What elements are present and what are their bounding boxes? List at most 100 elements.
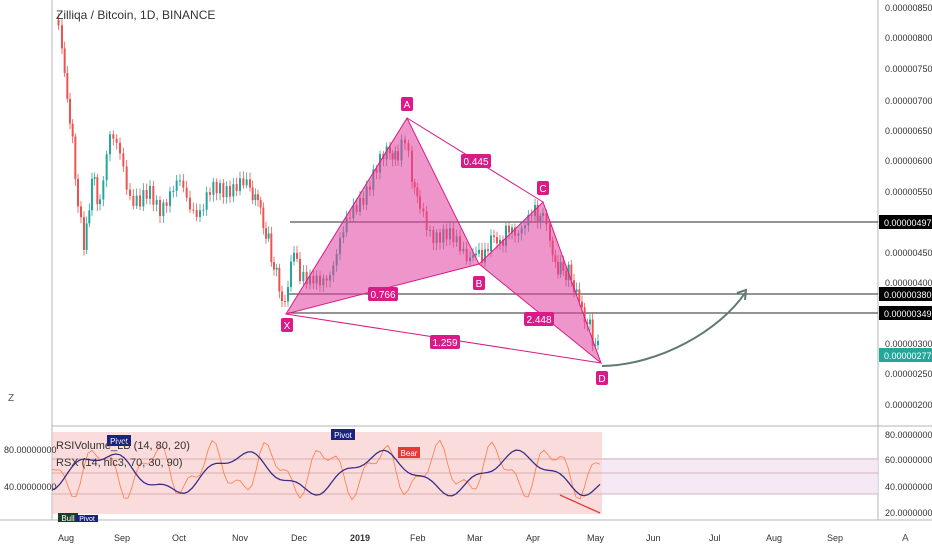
price-tick: 0.00000600 [885, 156, 932, 166]
candle-body [573, 280, 575, 292]
projection-arrow[interactable] [601, 292, 746, 367]
pattern-xab-triangle[interactable] [284, 116, 480, 315]
rsx-line [51, 449, 601, 497]
candle-body [235, 184, 238, 192]
point-x-label: X [284, 321, 291, 332]
ratio-labels: 0.766 0.445 2.448 1.259 [368, 154, 554, 349]
pivot-label-box-3 [76, 515, 98, 522]
price-tick: 0.00000400 [885, 278, 932, 288]
candle-body [189, 197, 191, 210]
candle-body [215, 181, 218, 194]
point-d-label-box [596, 371, 608, 385]
candle-body [270, 233, 273, 263]
candle-body [284, 301, 286, 303]
candle-body [77, 178, 79, 207]
time-tick: Aug [766, 533, 782, 543]
time-tick: Aug [58, 533, 74, 543]
candle-body [152, 185, 155, 205]
candle-body [281, 291, 283, 302]
time-tick: Sep [827, 533, 843, 543]
candle-body [195, 210, 198, 218]
candle-body [496, 237, 498, 244]
candle-body [80, 206, 82, 218]
bull-label-box [58, 513, 78, 522]
pattern-point-labels: X A B C D [281, 97, 608, 385]
price-tick: 0.00000550 [885, 187, 932, 197]
timezone-toggle-left[interactable]: Z [8, 393, 15, 404]
indicator-right-tick: 20.00000000 [885, 508, 932, 518]
indicator-rsx-label[interactable]: RSX (14, hlc3, 70, 30, 90) [56, 457, 183, 469]
price-tag-box-current [879, 348, 932, 362]
candle-body [199, 210, 201, 218]
rsivolume-line [51, 439, 601, 501]
candle-body [575, 289, 578, 292]
indicator-rsivolume-label[interactable]: RSIVolume_LB (14, 80, 20) [56, 440, 190, 452]
candle-body [583, 307, 586, 323]
time-tick: Dec [291, 533, 308, 543]
point-b-label: B [476, 279, 483, 290]
candle-body [102, 180, 105, 200]
candle-body [481, 249, 483, 263]
ratio-xd-box [430, 335, 460, 349]
price-tick: 0.00000450 [885, 248, 932, 258]
ratio-ac: 0.445 [463, 157, 488, 168]
candle-body [85, 223, 88, 250]
indicator-left-tick: 40.00000000 [4, 482, 57, 492]
candle-body [74, 136, 77, 179]
ratio-xb: 0.766 [370, 290, 395, 301]
candle-body [165, 202, 168, 206]
candle-body [96, 177, 99, 205]
candle-body [597, 340, 599, 346]
auto-scale-toggle[interactable]: A [902, 533, 909, 544]
ratio-bd-box [524, 312, 554, 326]
time-tick: Mar [467, 533, 483, 543]
ratio-xd: 1.259 [432, 338, 457, 349]
point-d-label: D [598, 374, 605, 385]
price-tick: 0.00000300 [885, 339, 932, 349]
price-axis[interactable]: 0.00000850 0.00000800 0.00000750 0.00000… [885, 3, 932, 410]
candle-body [155, 199, 158, 205]
time-tick: May [587, 533, 605, 543]
candle-body [290, 261, 292, 288]
time-tick: Jul [709, 533, 721, 543]
price-tick: 0.00000850 [885, 3, 932, 13]
candle-body [578, 289, 581, 302]
ratio-bd: 2.448 [526, 315, 551, 326]
candle-body [225, 186, 228, 198]
candle-body [232, 184, 235, 197]
time-tick: Oct [172, 533, 187, 543]
indicator-axis: 80.00000000 40.00000000 80.00000000 60.0… [4, 430, 932, 518]
time-axis[interactable]: Aug Sep Oct Nov Dec 2019 Feb Mar Apr May… [58, 533, 843, 543]
candle-body [586, 322, 589, 325]
pivot-label-2: Pivot [334, 431, 353, 440]
price-tick: 0.00000800 [885, 33, 932, 43]
candle-body [581, 301, 583, 308]
price-tag-box [879, 215, 932, 229]
candle-body [305, 271, 308, 285]
candle-body [172, 190, 175, 192]
price-tag-box [879, 287, 932, 301]
candle-body [179, 180, 181, 182]
bear-label: Bear [401, 449, 418, 458]
candle-body [192, 209, 195, 211]
candle-body [273, 262, 275, 270]
price-tick: 0.00000650 [885, 126, 932, 136]
candle-body [129, 189, 131, 196]
point-b-label-box [473, 276, 485, 290]
candle-body [251, 187, 254, 201]
candle-body [511, 227, 513, 233]
candle-body [487, 249, 489, 252]
candle-body [162, 202, 165, 217]
pivot-label-1: Pivot [110, 437, 129, 446]
price-tag-380: 0.00000380 [884, 290, 932, 300]
chart-title[interactable]: Zilliqa / Bitcoin, 1D, BINANCE [56, 8, 216, 22]
candle-body [267, 233, 270, 239]
candle-body [591, 319, 594, 347]
candle-body [490, 235, 492, 252]
candle-body [135, 195, 138, 206]
candle-body [112, 134, 115, 139]
indicator-right-tick: 80.00000000 [885, 430, 932, 440]
pattern-bcd-triangle[interactable] [478, 201, 603, 365]
candle-body [209, 192, 211, 195]
